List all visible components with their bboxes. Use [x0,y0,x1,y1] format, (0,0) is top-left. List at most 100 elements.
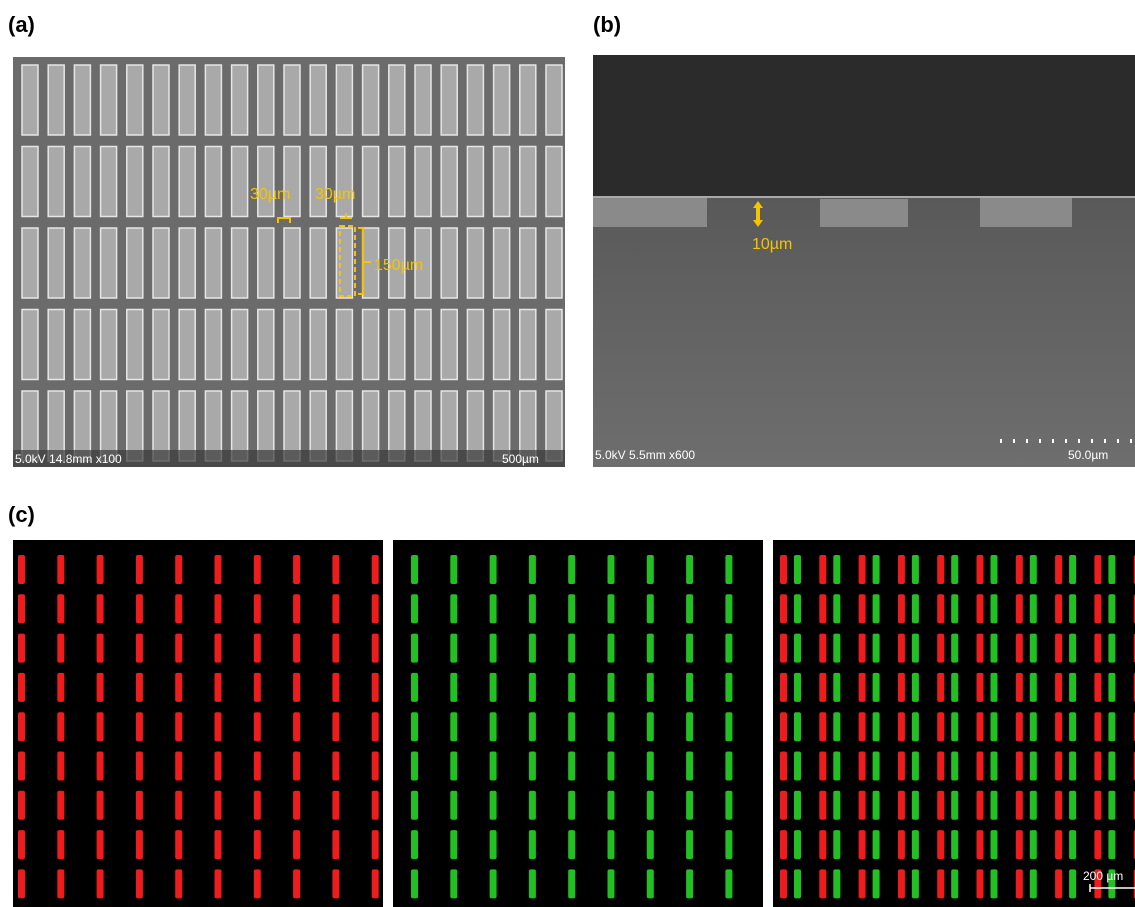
dash [254,634,261,663]
dash [1108,555,1115,584]
dash [1094,634,1101,663]
dash [608,830,615,859]
dash [794,869,801,898]
dash [647,555,654,584]
annotation: 30µm [315,186,355,203]
dash [1055,555,1062,584]
dash [859,869,866,898]
dash [215,712,222,741]
dash [568,673,575,702]
dash [780,555,787,584]
pillar [101,65,117,135]
dash [780,673,787,702]
dash [18,673,25,702]
pillar [127,310,143,380]
pillar [258,147,274,217]
dash [873,752,880,781]
dash [686,830,693,859]
dash [647,830,654,859]
dash [686,712,693,741]
dash [372,791,379,820]
dash [725,555,732,584]
dash [97,555,104,584]
dash [873,594,880,623]
dash [254,830,261,859]
dash [372,830,379,859]
pillar [467,228,483,298]
dash [215,830,222,859]
dash [175,555,182,584]
pillar [467,147,483,217]
dash [293,673,300,702]
dash [608,673,615,702]
dash [608,555,615,584]
sem-info: 5.0kV 5.5mm x600 [595,448,695,462]
dash [175,673,182,702]
dash [819,830,826,859]
dash [780,634,787,663]
dash [411,594,418,623]
dash [490,752,497,781]
dash [332,555,339,584]
dash [859,555,866,584]
pillar [415,310,431,380]
pillar [520,65,536,135]
dash [725,830,732,859]
pillar [546,65,562,135]
dash [937,752,944,781]
pillar [179,147,195,217]
pillar [74,228,90,298]
panel-label: (c) [8,502,35,527]
dash [254,791,261,820]
dash [97,752,104,781]
dash [372,673,379,702]
dash [175,752,182,781]
dash [608,712,615,741]
dash [765,634,772,663]
dash [215,594,222,623]
dash [490,555,497,584]
dash [568,594,575,623]
dash [833,712,840,741]
pillar [74,65,90,135]
dash [833,830,840,859]
dash [608,791,615,820]
dash [293,712,300,741]
dash [1016,594,1023,623]
dash [568,791,575,820]
dash [991,791,998,820]
dash [937,555,944,584]
dash [293,869,300,898]
pillar [310,310,326,380]
dash [136,673,143,702]
dash [529,791,536,820]
dash [293,594,300,623]
dash [1016,634,1023,663]
dash [529,594,536,623]
dash [411,555,418,584]
pillar [284,65,300,135]
dash [819,594,826,623]
pillar [232,65,248,135]
dash [1094,791,1101,820]
pillar [494,65,510,135]
dash [1016,555,1023,584]
dash [411,712,418,741]
dash [372,555,379,584]
dash [568,712,575,741]
dash [1055,634,1062,663]
dash [1055,830,1062,859]
pillar [127,147,143,217]
dash [1030,594,1037,623]
dash [1108,791,1115,820]
dash [254,752,261,781]
pillar [310,65,326,135]
scale-label: 500µm [502,452,539,466]
dash [1030,830,1037,859]
dash [136,555,143,584]
pillar [572,147,588,217]
pillar [101,147,117,217]
dash [873,869,880,898]
dash [1055,869,1062,898]
pillar [389,310,405,380]
